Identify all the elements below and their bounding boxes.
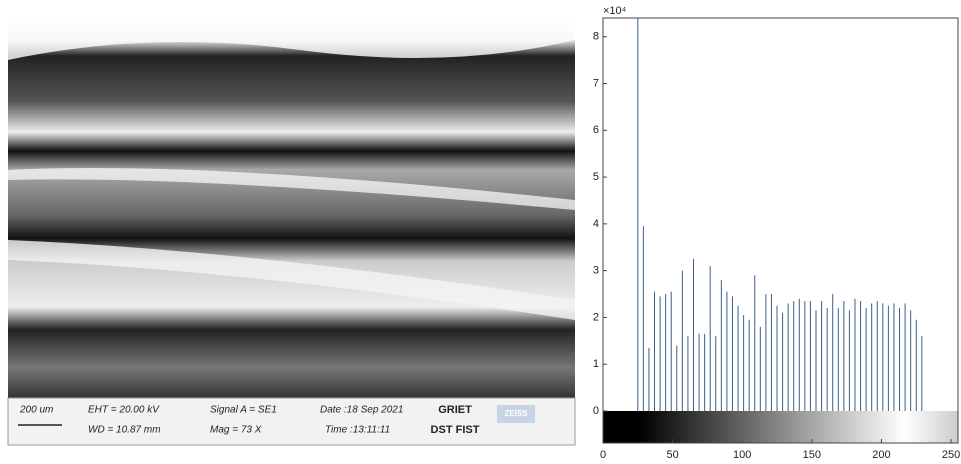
micrograph bbox=[8, 18, 575, 398]
y-tick-label: 6 bbox=[593, 124, 599, 136]
y-tick-label: 4 bbox=[593, 218, 599, 230]
y-tick-label: 7 bbox=[593, 77, 599, 89]
colorbar bbox=[603, 411, 958, 443]
y-multiplier: ×10⁴ bbox=[603, 5, 627, 17]
time: Time :13:11:11 bbox=[325, 425, 390, 436]
eht: EHT = 20.00 kV bbox=[88, 405, 160, 416]
y-tick-label: 3 bbox=[593, 265, 599, 277]
page: 200 um EHT = 20.00 kV WD = 10.87 mm Sign… bbox=[0, 0, 961, 464]
y-tick-label: 1 bbox=[593, 358, 599, 370]
org: DST FIST bbox=[431, 424, 480, 436]
x-tick-label: 0 bbox=[600, 449, 606, 461]
mag: Mag = 73 X bbox=[210, 425, 262, 436]
y-tick-label: 2 bbox=[593, 311, 599, 323]
date: Date :18 Sep 2021 bbox=[320, 405, 403, 416]
x-tick-label: 250 bbox=[942, 449, 960, 461]
figure: 200 um EHT = 20.00 kV WD = 10.87 mm Sign… bbox=[0, 0, 961, 464]
signal: Signal A = SE1 bbox=[210, 405, 277, 416]
y-tick-label: 8 bbox=[593, 31, 599, 43]
x-tick-label: 100 bbox=[733, 449, 751, 461]
org: GRIET bbox=[438, 404, 472, 416]
scale-label: 200 um bbox=[19, 405, 53, 416]
y-tick-label: 5 bbox=[593, 171, 599, 183]
wd: WD = 10.87 mm bbox=[88, 425, 161, 436]
x-tick-label: 200 bbox=[872, 449, 890, 461]
y-tick-label: 0 bbox=[593, 405, 599, 417]
x-tick-label: 150 bbox=[803, 449, 821, 461]
x-tick-label: 50 bbox=[666, 449, 678, 461]
sem-image: 200 um EHT = 20.00 kV WD = 10.87 mm Sign… bbox=[8, 18, 575, 445]
brand: ZEISS bbox=[504, 409, 528, 418]
